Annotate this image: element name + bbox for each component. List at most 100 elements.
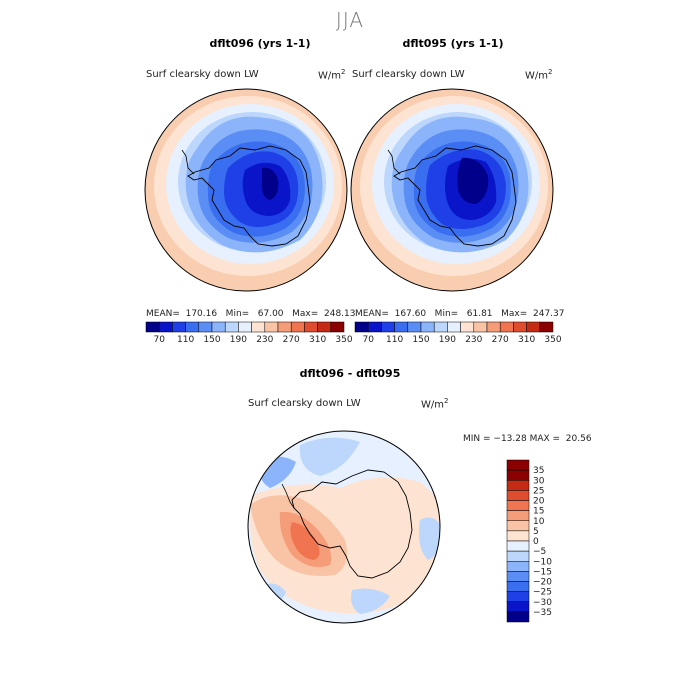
panel1-colorbar-cell — [172, 321, 186, 333]
panel1-colorbar-cell — [277, 321, 292, 333]
panel3-map — [248, 431, 440, 623]
panel3-negative-3 — [419, 517, 440, 560]
panel2-colorbar-cell — [499, 321, 514, 333]
panel3-colorbar-label: 10 — [533, 517, 545, 527]
panel2-colorbar-cell — [420, 321, 435, 333]
panel3-colorbar-cell — [506, 571, 530, 582]
panel3-peninsula — [281, 483, 295, 509]
panel2-colorbar-cell — [486, 321, 501, 333]
panel2-colorbar-label: 310 — [518, 335, 535, 345]
panel1-band-9 — [262, 167, 279, 200]
panel1-colorbar-cell — [264, 321, 279, 333]
panel2-colorbar-cell — [354, 321, 369, 333]
panel2-colorbar-cell — [367, 321, 382, 333]
panel1-colorbar: 70 110 150 190 230 270 310 350 — [145, 321, 353, 345]
panel2-title: dflt095 (yrs 1-1) — [402, 37, 504, 50]
panel1-colorbar-label: 350 — [335, 335, 352, 345]
panel3-colorbar-cell — [506, 530, 530, 542]
panel1-colorbar-cell — [211, 321, 226, 333]
panel3-map-border — [247, 430, 441, 624]
panel2-colorbar-cell — [539, 321, 554, 333]
panel3-colorbar-label: −30 — [533, 598, 552, 608]
panel1-colorbar-cell — [290, 321, 305, 333]
panel1-colorbar-label: 310 — [309, 335, 326, 345]
panel2-band-9 — [457, 157, 489, 204]
panel2-colorbar-cell — [526, 321, 541, 333]
panel3-colorbar-cell — [506, 591, 530, 602]
panel1-title: dflt096 (yrs 1-1) — [209, 37, 311, 50]
panel2-colorbar-label: 230 — [465, 335, 482, 345]
panel3-colorbar-cell — [506, 469, 530, 481]
panel1-map — [145, 89, 347, 291]
panel3-colorbar-label: 5 — [533, 527, 539, 537]
panel3-colorbar-cell — [506, 540, 530, 552]
panel3-colorbar-cell — [506, 601, 530, 613]
panel3-colorbar-cell — [506, 550, 530, 562]
panel2-colorbar-label: 190 — [439, 335, 456, 345]
panel3-colorbar-cell — [506, 520, 530, 532]
panel2-antarctica-coast — [393, 145, 517, 247]
panel1-colorbar-cell — [185, 321, 200, 333]
panel2-map-border — [350, 88, 554, 292]
panel3-colorbar-cell — [506, 500, 530, 511]
panel2-colorbar-cell — [447, 321, 461, 333]
panel1-colorbar-cell — [304, 321, 318, 333]
panel2-variable: Surf clearsky down LW — [352, 69, 465, 80]
panel3-negative-4 — [351, 588, 390, 614]
panel2-colorbar-cell — [513, 321, 527, 333]
panel3-colorbar-cell — [506, 459, 530, 471]
panel1-colorbar-cell — [317, 321, 332, 333]
panel2-colorbar-cell — [460, 321, 475, 333]
panel1-colorbar-label: 230 — [256, 335, 273, 345]
panel3-colorbar-cell — [506, 510, 530, 521]
panel3-units: W/m2 — [421, 397, 449, 411]
panel2-map — [351, 89, 553, 291]
panel3-colorbar-label: 0 — [533, 537, 539, 547]
panel3-variable: Surf clearsky down LW — [248, 398, 361, 409]
panel2-colorbar-label: 150 — [412, 335, 429, 345]
panel2-colorbar-label: 110 — [386, 335, 403, 345]
panel3-colorbar-label: 20 — [533, 497, 545, 507]
panel1-colorbar-cell — [251, 321, 266, 333]
panel3-colorbar-cell — [506, 480, 530, 491]
panel1-colorbar-cell — [158, 321, 173, 333]
panel1-colorbar-cell — [330, 321, 345, 333]
panel2-units: W/m2 — [525, 68, 553, 82]
panel1-variable: Surf clearsky down LW — [146, 69, 259, 80]
panel2-colorbar-cell — [433, 321, 448, 333]
panel2-colorbar-cell — [381, 321, 395, 333]
panel1-antarctica-coast — [187, 145, 311, 247]
panel2-colorbar-cell — [394, 321, 409, 333]
panel1-map-border — [144, 88, 348, 292]
panel3-colorbar-label: 35 — [533, 466, 544, 476]
panel2-colorbar-cell — [473, 321, 488, 333]
panel3-colorbar-label: 25 — [533, 486, 544, 496]
panel1-colorbar-cell — [145, 321, 160, 333]
panel3-positive-4 — [290, 522, 320, 560]
panel3-title: dflt096 - dflt095 — [299, 367, 401, 380]
panel1-units: W/m2 — [318, 68, 346, 82]
panel1-colorbar-cell — [198, 321, 213, 333]
panel3-antarctica-coast — [291, 469, 413, 579]
panel1-peninsula — [181, 149, 195, 175]
panel3-colorbar-label: 15 — [533, 507, 544, 517]
panel3-colorbar-cell — [506, 490, 530, 501]
panel3-stats: MIN = −13.28 MAX = 20.56 — [463, 434, 592, 444]
panel2-colorbar: 70 110 150 190 230 270 310 350 — [354, 321, 562, 345]
panel3-colorbar-label: −10 — [533, 557, 552, 567]
panel3-colorbar-cell — [506, 581, 530, 592]
panel1-colorbar-label: 70 — [153, 335, 165, 345]
panel3-colorbar-label: 30 — [533, 476, 545, 486]
panel3-colorbar-label: −5 — [533, 547, 546, 557]
panel3-colorbar-label: −35 — [533, 608, 552, 618]
panel2-peninsula — [387, 149, 401, 175]
panel3-colorbar-cell — [506, 561, 530, 572]
panel3-colorbar-label: −15 — [533, 567, 552, 577]
panel1-stats: MEAN= 170.16 Min= 67.00 Max= 248.13 — [146, 309, 356, 319]
panel2-colorbar-label: 270 — [492, 335, 509, 345]
panel2-colorbar-label: 70 — [362, 335, 374, 345]
panel2-colorbar-label: 350 — [544, 335, 561, 345]
panel3-colorbar-label: −20 — [533, 578, 552, 588]
